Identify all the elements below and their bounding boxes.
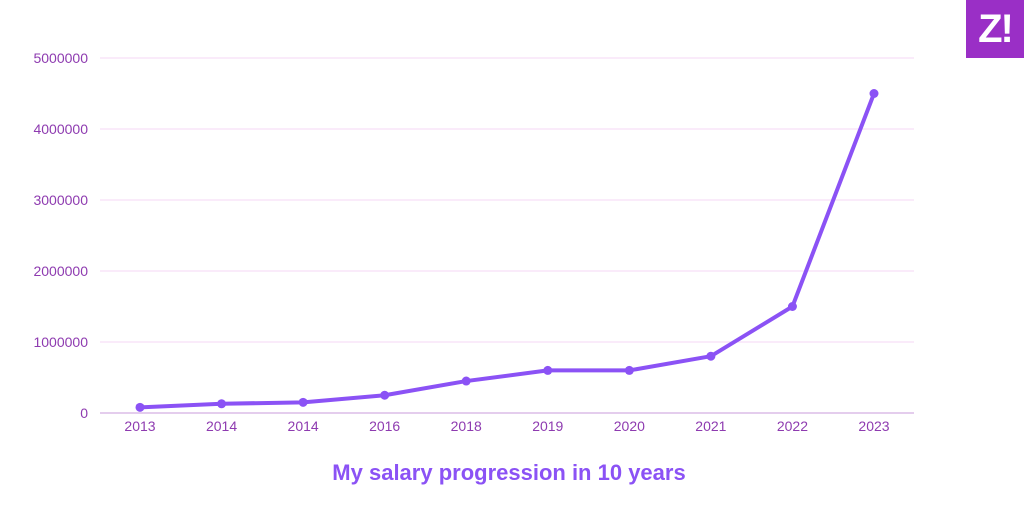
x-tick-label: 2014 — [288, 418, 319, 434]
x-tick-label: 2014 — [206, 418, 237, 434]
data-point — [461, 376, 471, 386]
x-tick-label: 2021 — [695, 418, 726, 434]
x-tick-label: 2020 — [614, 418, 645, 434]
data-point — [543, 365, 553, 375]
x-tick-label: 2018 — [451, 418, 482, 434]
y-tick-label: 0 — [80, 405, 88, 421]
x-tick-label: 2022 — [777, 418, 808, 434]
data-point — [869, 89, 879, 98]
y-axis-ticks: 0 1000000 2000000 3000000 4000000 5000000 — [33, 50, 88, 421]
salary-series-line — [138, 91, 876, 410]
y-tick-label: 2000000 — [33, 263, 88, 279]
salary-series-markers — [135, 89, 879, 412]
y-tick-label: 4000000 — [33, 121, 88, 137]
data-point — [624, 365, 634, 375]
y-tick-label: 3000000 — [33, 192, 88, 208]
brand-logo: Z! — [966, 0, 1024, 58]
data-point — [135, 402, 145, 412]
y-tick-label: 5000000 — [33, 50, 88, 66]
x-tick-label: 2019 — [532, 418, 563, 434]
grid-lines — [100, 57, 914, 343]
x-tick-label: 2023 — [858, 418, 889, 434]
data-point — [787, 302, 797, 311]
data-point — [298, 397, 308, 407]
y-tick-label: 1000000 — [33, 334, 88, 350]
x-tick-label: 2016 — [369, 418, 400, 434]
data-point — [217, 399, 227, 409]
chart-title: My salary progression in 10 years — [332, 460, 686, 485]
data-point — [706, 351, 716, 361]
x-tick-label: 2013 — [124, 418, 155, 434]
x-axis-ticks: 2013 2014 2014 2016 2018 2019 2020 2021 2022 2023 — [124, 418, 889, 434]
data-point — [380, 390, 390, 400]
